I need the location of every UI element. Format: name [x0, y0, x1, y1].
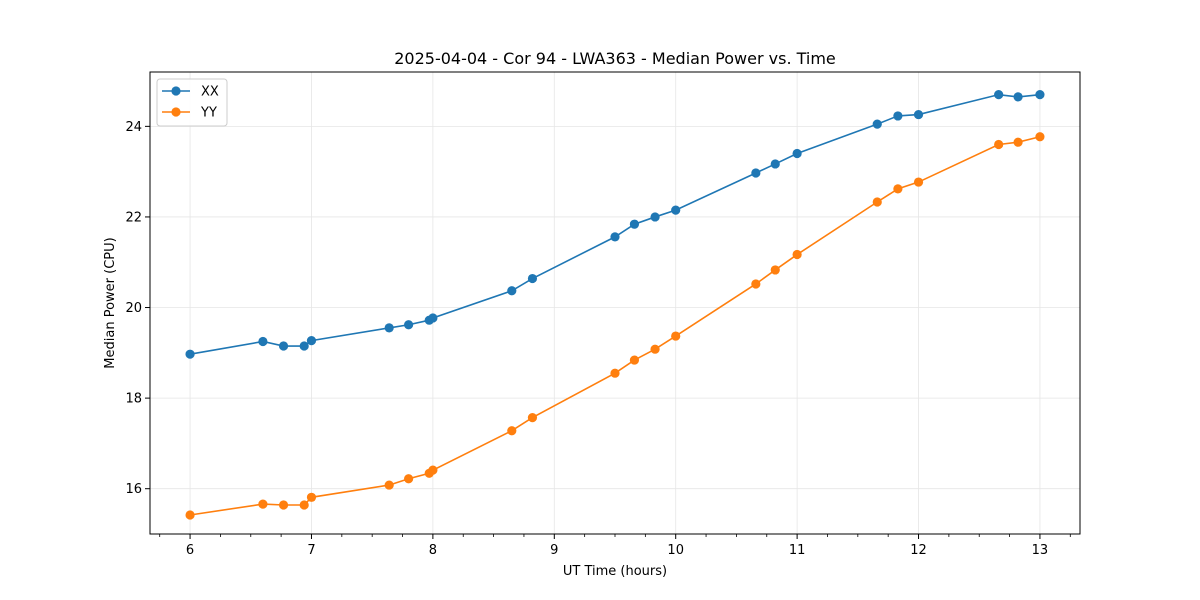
data-point-yy: [306, 492, 317, 502]
data-point-yy: [770, 265, 780, 275]
data-point-xx: [278, 341, 289, 351]
data-point-yy: [404, 474, 414, 484]
y-axis-label: Median Power (CPU): [103, 237, 118, 368]
x-tick-label: 13: [1032, 543, 1049, 558]
grid: [150, 72, 1080, 534]
data-point-xx: [913, 109, 924, 120]
x-tick-label: 11: [789, 543, 806, 558]
series-line-xx: [189, 93, 1041, 355]
data-point-yy: [278, 500, 289, 510]
x-tick-label: 8: [429, 543, 437, 558]
data-point-yy: [913, 177, 924, 187]
data-point-xx: [893, 111, 903, 121]
x-tick-label: 12: [910, 543, 927, 558]
legend-marker-yy: [171, 107, 181, 117]
data-point-yy: [384, 480, 394, 490]
data-point-xx: [1013, 92, 1023, 102]
data-point-xx: [299, 341, 309, 351]
data-point-xx: [428, 313, 438, 323]
data-point-yy: [527, 412, 538, 423]
data-point-yy: [1013, 137, 1023, 147]
data-point-yy: [994, 139, 1004, 150]
legend-label-yy: YY: [200, 106, 217, 121]
x-tick-label: 7: [307, 543, 315, 558]
data-point-xx: [629, 219, 640, 229]
data-point-yy: [751, 279, 761, 289]
series: [185, 90, 1045, 520]
data-point-yy: [299, 500, 309, 510]
x-tick-label: 6: [186, 543, 194, 558]
y-tick-label: 22: [125, 210, 142, 225]
y-tick-label: 24: [125, 120, 142, 135]
data-point-yy: [872, 197, 882, 207]
data-point-yy: [507, 426, 517, 436]
legend-marker-xx: [171, 86, 181, 96]
legend-label-xx: XX: [201, 85, 219, 100]
data-point-xx: [770, 159, 780, 169]
data-point-xx: [306, 335, 317, 346]
data-point-yy: [629, 355, 640, 365]
data-point-xx: [671, 205, 681, 215]
data-point-xx: [751, 168, 761, 178]
data-point-xx: [507, 286, 517, 296]
data-point-yy: [650, 344, 660, 354]
data-point-xx: [872, 119, 882, 129]
series-line-yy: [189, 135, 1041, 516]
data-point-yy: [185, 510, 195, 520]
x-tick-label: 10: [667, 543, 684, 558]
data-point-xx: [994, 90, 1004, 100]
y-tick-label: 20: [125, 301, 142, 316]
data-point-xx: [404, 320, 414, 330]
data-point-xx: [527, 273, 538, 284]
x-tick-label: 9: [550, 543, 558, 558]
y-tick-label: 18: [125, 392, 142, 407]
data-point-yy: [893, 184, 903, 194]
data-point-xx: [384, 323, 394, 333]
data-point-xx: [185, 349, 195, 359]
data-point-yy: [428, 465, 438, 475]
data-point-yy: [792, 249, 802, 260]
plot-area: [149, 71, 1081, 535]
axis-ticks: 6 7 8 9 10 11 12 13 16 18 20 22 24: [125, 120, 1071, 558]
data-point-xx: [792, 148, 802, 159]
data-point-yy: [610, 368, 620, 378]
chart-title: 2025-04-04 - Cor 94 - LWA363 - Median Po…: [394, 49, 836, 68]
x-axis-label: UT Time (hours): [563, 564, 667, 579]
data-point-yy: [671, 331, 681, 341]
legend: XX YY: [156, 78, 228, 127]
data-point-yy: [1035, 132, 1045, 142]
data-point-xx: [610, 232, 620, 242]
data-point-yy: [258, 499, 268, 509]
y-tick-label: 16: [125, 482, 142, 497]
data-point-xx: [1035, 90, 1045, 100]
data-point-xx: [650, 212, 660, 222]
data-point-xx: [258, 336, 268, 347]
